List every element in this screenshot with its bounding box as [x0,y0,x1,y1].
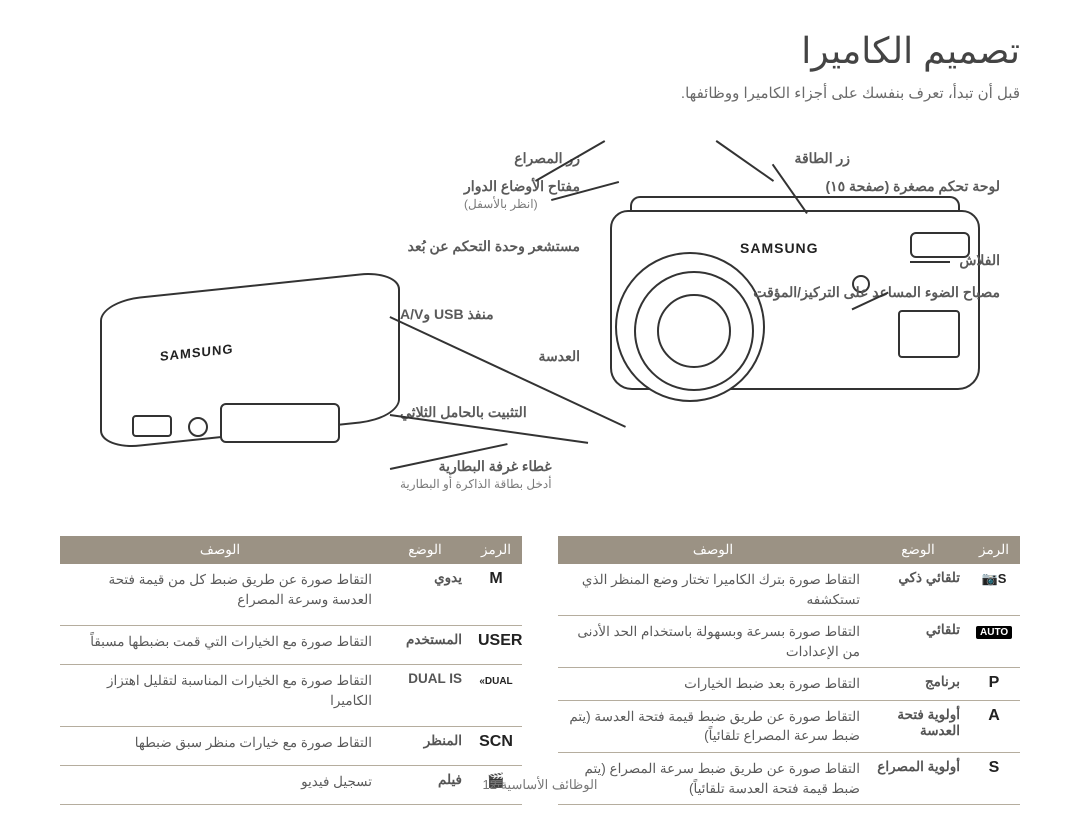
mode-name-cell: DUAL IS [380,665,470,727]
th-desc: الوصف [558,536,868,564]
mode-desc-cell: التقاط صورة مع خيارات منظر سبق ضبطها [60,727,380,766]
label-usb: منفذ USB وA/V [400,306,494,323]
mode-icon-cell: AUTO [968,616,1020,668]
th-mode: الوضع [868,536,968,564]
mode-name-cell: تلقائي [868,616,968,668]
table-row: Pبرنامجالتقاط صورة بعد ضبط الخيارات [558,668,1020,701]
mode-name-cell: المنظر [380,727,470,766]
th-icon: الرمز [470,536,522,564]
mode-name-cell: يدوي [380,564,470,626]
mode-icon-cell: SCN [470,727,522,766]
mode-icon-cell: USER [470,626,522,665]
brand-text: SAMSUNG [740,240,819,256]
table-row: 📷Sتلقائي ذكيالتقاط صورة بترك الكاميرا تخ… [558,564,1020,616]
mode-name-cell: تلقائي ذكي [868,564,968,616]
table-row: USERالمستخدمالتقاط صورة مع الخيارات التي… [60,626,522,665]
mode-icon-cell: «DUAL [470,665,522,727]
table-row: SCNالمنظرالتقاط صورة مع خيارات منظر سبق … [60,727,522,766]
mode-icon-cell: P [968,668,1020,701]
tripod-socket-shape [188,417,208,437]
th-desc: الوصف [60,536,380,564]
label-battery-text: غطاء غرفة البطارية [439,458,552,474]
label-battery: غطاء غرفة البطارية أدخل بطاقة الذاكرة أو… [400,458,552,491]
modes-table-1: الرمز الوضع الوصف 📷Sتلقائي ذكيالتقاط صور… [558,536,1020,805]
table-row: «DUALDUAL ISالتقاط صورة مع الخيارات المن… [60,665,522,727]
label-flash: الفلاش [959,252,1000,269]
label-zoom: مستشعر وحدة التحكم عن بُعد [408,238,580,256]
table-row: Aأولوية فتحة العدسةالتقاط صورة عن طريق ض… [558,700,1020,752]
page-title: تصميم الكاميرا [801,30,1020,72]
mode-tables: الرمز الوضع الوصف 📷Sتلقائي ذكيالتقاط صور… [60,536,1020,805]
mode-desc-cell: التقاط صورة عن طريق ضبط كل من قيمة فتحة … [60,564,380,626]
modes-table-2: الرمز الوضع الوصف Mيدويالتقاط صورة عن طر… [60,536,522,805]
leader-line [910,261,950,263]
table-row: Mيدويالتقاط صورة عن طريق ضبط كل من قيمة … [60,564,522,626]
mode-desc-cell: التقاط صورة مع الخيارات التي قمت بضبطها … [60,626,380,665]
th-mode: الوضع [380,536,470,564]
page-subtitle: قبل أن تبدأ، تعرف بنفسك على أجزاء الكامي… [681,84,1020,102]
mode-icon-cell: M [470,564,522,626]
mode-desc-cell: التقاط صورة بسرعة وبسهولة باستخدام الحد … [558,616,868,668]
camera-diagram: SAMSUNG SAMSUNG زر الطاقة لوحة تحكم مصغر… [60,120,1020,520]
label-battery-sub: أدخل بطاقة الذاكرة أو البطارية [400,477,552,491]
label-lens: العدسة [539,348,581,365]
th-icon: الرمز [968,536,1020,564]
mode-name-cell: أولوية فتحة العدسة [868,700,968,752]
label-modedial-sub: (انظر بالأسفل) [464,197,538,211]
label-power: زر الطاقة [794,150,850,167]
battery-cover-shape [220,403,340,443]
page-footer: الوظائف الأساسية 12 [0,777,1080,793]
label-modedial-text: مفتاح الأوضاع الدوار [464,178,580,194]
lens-shape [615,252,765,402]
mode-desc-cell: التقاط صورة مع الخيارات المناسبة لتقليل … [60,665,380,727]
label-modedial: مفتاح الأوضاع الدوار (انظر بالأسفل) [464,178,580,211]
mode-desc-cell: التقاط صورة عن طريق ضبط قيمة فتحة العدسة… [558,700,868,752]
mode-desc-cell: التقاط صورة بترك الكاميرا تختار وضع المن… [558,564,868,616]
leader-line [716,140,774,181]
mode-desc-cell: التقاط صورة بعد ضبط الخيارات [558,668,868,701]
mode-icon-cell: A [968,700,1020,752]
mode-icon-cell: 📷S [968,564,1020,616]
mode-name-cell: برنامج [868,668,968,701]
mode-name-cell: المستخدم [380,626,470,665]
mini-lcd-shape [898,310,960,358]
label-minilcd: لوحة تحكم مصغرة (صفحة ١٥) [825,178,1000,195]
camera-bottom-view: SAMSUNG [100,275,420,460]
table-row: AUTOتلقائيالتقاط صورة بسرعة وبسهولة باست… [558,616,1020,668]
usb-port-shape [132,415,172,437]
